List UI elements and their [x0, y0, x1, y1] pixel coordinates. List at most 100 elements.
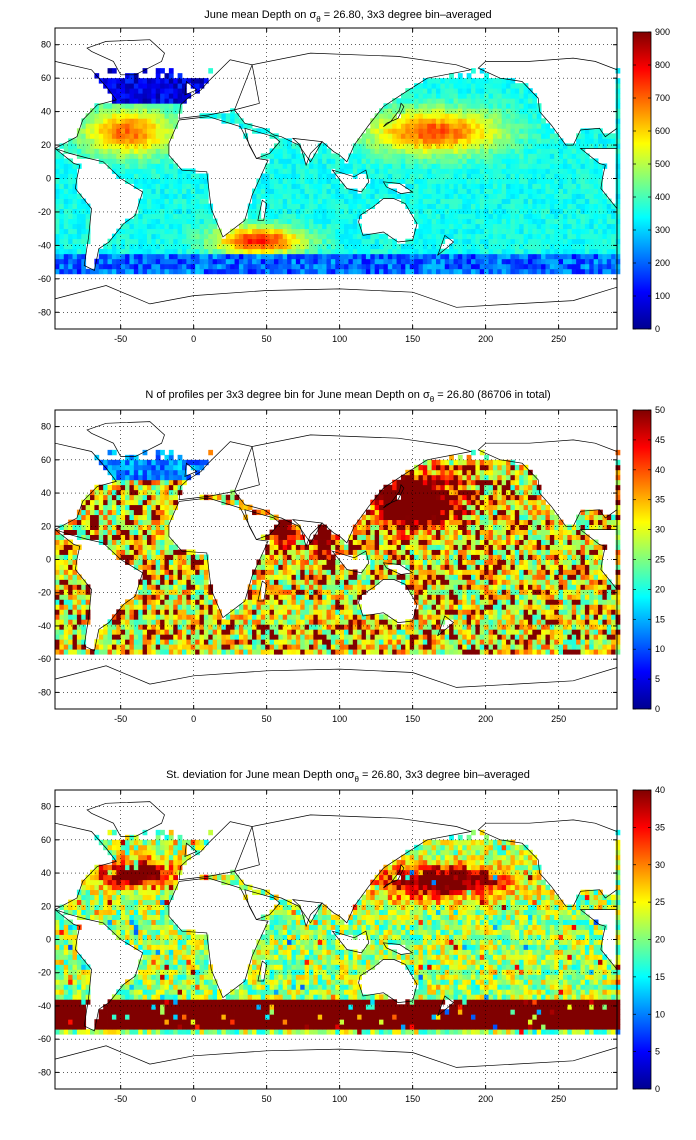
coastline	[54, 60, 117, 149]
heatmap-cell	[435, 604, 441, 610]
heatmap-cell	[304, 243, 310, 250]
heatmap-cell	[308, 258, 314, 265]
heatmap-cell	[374, 614, 380, 620]
heatmap-cell	[308, 168, 314, 174]
heatmap-cell	[501, 188, 507, 194]
heatmap-cell	[348, 223, 354, 230]
heatmap-cell	[265, 614, 270, 620]
heatmap-cell	[138, 113, 143, 119]
heatmap-cell	[252, 634, 257, 640]
heatmap-cell	[365, 163, 371, 169]
heatmap-cell	[256, 128, 262, 134]
heatmap-cell	[278, 203, 284, 209]
heatmap-cell	[287, 153, 292, 159]
heatmap-cell	[322, 614, 327, 620]
heatmap-cell	[190, 198, 196, 204]
heatmap-cell	[514, 243, 520, 250]
heatmap-cell	[173, 233, 179, 240]
heatmap-cell	[580, 228, 586, 235]
heatmap-cell	[431, 223, 437, 230]
heatmap-cell	[195, 173, 200, 179]
heatmap-cell	[282, 178, 288, 184]
heatmap-cell	[111, 634, 117, 640]
heatmap-cell	[479, 148, 485, 154]
heatmap-cell	[133, 108, 139, 114]
heatmap-cell	[107, 68, 113, 74]
heatmap-cell	[418, 243, 424, 250]
heatmap-cell	[59, 634, 65, 640]
heatmap-cell	[256, 193, 262, 199]
heatmap-cell	[129, 233, 135, 240]
heatmap-cell	[348, 248, 354, 255]
heatmap-cell	[409, 88, 415, 94]
heatmap-cell	[203, 173, 209, 179]
coastline	[382, 181, 414, 194]
heatmap-cell	[488, 173, 494, 179]
heatmap-cell	[287, 263, 292, 270]
heatmap-cell	[107, 133, 113, 139]
heatmap-cell	[63, 163, 69, 169]
heatmap-cell	[400, 143, 406, 149]
heatmap-cell	[606, 634, 612, 640]
heatmap-cell	[247, 223, 253, 230]
heatmap-cell	[497, 263, 503, 270]
panel-1-title: June mean Depth on σθ = 26.80, 3x3 degre…	[204, 9, 491, 24]
heatmap-cell	[116, 93, 122, 99]
heatmap-cell	[396, 243, 402, 250]
heatmap-cell	[182, 263, 187, 270]
heatmap-cell	[129, 118, 135, 124]
heatmap-cell	[335, 604, 341, 610]
heatmap-cell	[182, 253, 187, 260]
heatmap-cell	[313, 258, 319, 265]
heatmap-cell	[111, 163, 117, 169]
heatmap-cell	[453, 153, 459, 159]
heatmap-cell	[365, 188, 371, 194]
heatmap-cell	[435, 268, 441, 275]
heatmap-cell	[422, 113, 428, 119]
heatmap-cell	[273, 263, 279, 270]
heatmap-cell	[348, 614, 354, 620]
heatmap-cell	[225, 233, 231, 240]
heatmap-cell	[116, 123, 122, 129]
heatmap-cell	[85, 138, 91, 144]
heatmap-cell	[217, 253, 222, 260]
heatmap-cell	[422, 228, 428, 235]
heatmap-cell	[514, 98, 520, 104]
heatmap-cell	[453, 198, 459, 204]
heatmap-cell	[160, 248, 165, 255]
heatmap-cell	[527, 133, 533, 139]
heatmap-cell	[273, 228, 279, 235]
heatmap-cell	[541, 188, 546, 194]
heatmap-cell	[195, 624, 200, 630]
heatmap-cell	[146, 253, 152, 260]
heatmap-cell	[545, 123, 551, 129]
heatmap-cell	[466, 138, 472, 144]
heatmap-cell	[475, 118, 481, 124]
heatmap-cell	[111, 98, 117, 104]
heatmap-cell	[370, 123, 376, 129]
heatmap-cell	[168, 238, 174, 245]
heatmap-cell	[313, 253, 319, 260]
heatmap-cell	[510, 604, 516, 610]
heatmap-cell	[501, 128, 507, 134]
heatmap-cell	[59, 604, 65, 610]
heatmap-cell	[199, 243, 205, 250]
heatmap-cell	[409, 649, 415, 655]
heatmap-cell	[611, 233, 616, 240]
heatmap-cell	[98, 128, 104, 134]
heatmap-cell	[584, 258, 590, 265]
heatmap-cell	[199, 614, 205, 620]
heatmap-cell	[584, 223, 590, 230]
heatmap-cell	[545, 168, 551, 174]
heatmap-cell	[186, 78, 192, 84]
heatmap-cell	[155, 649, 161, 655]
heatmap-cell	[370, 203, 376, 209]
heatmap-cell	[606, 208, 612, 215]
heatmap-cell	[313, 208, 319, 215]
heatmap-cell	[479, 208, 485, 215]
heatmap-cell	[580, 223, 586, 230]
heatmap-cell	[506, 148, 511, 154]
heatmap-cell	[361, 263, 367, 270]
heatmap-cell	[580, 193, 586, 199]
heatmap-cell	[256, 248, 262, 255]
